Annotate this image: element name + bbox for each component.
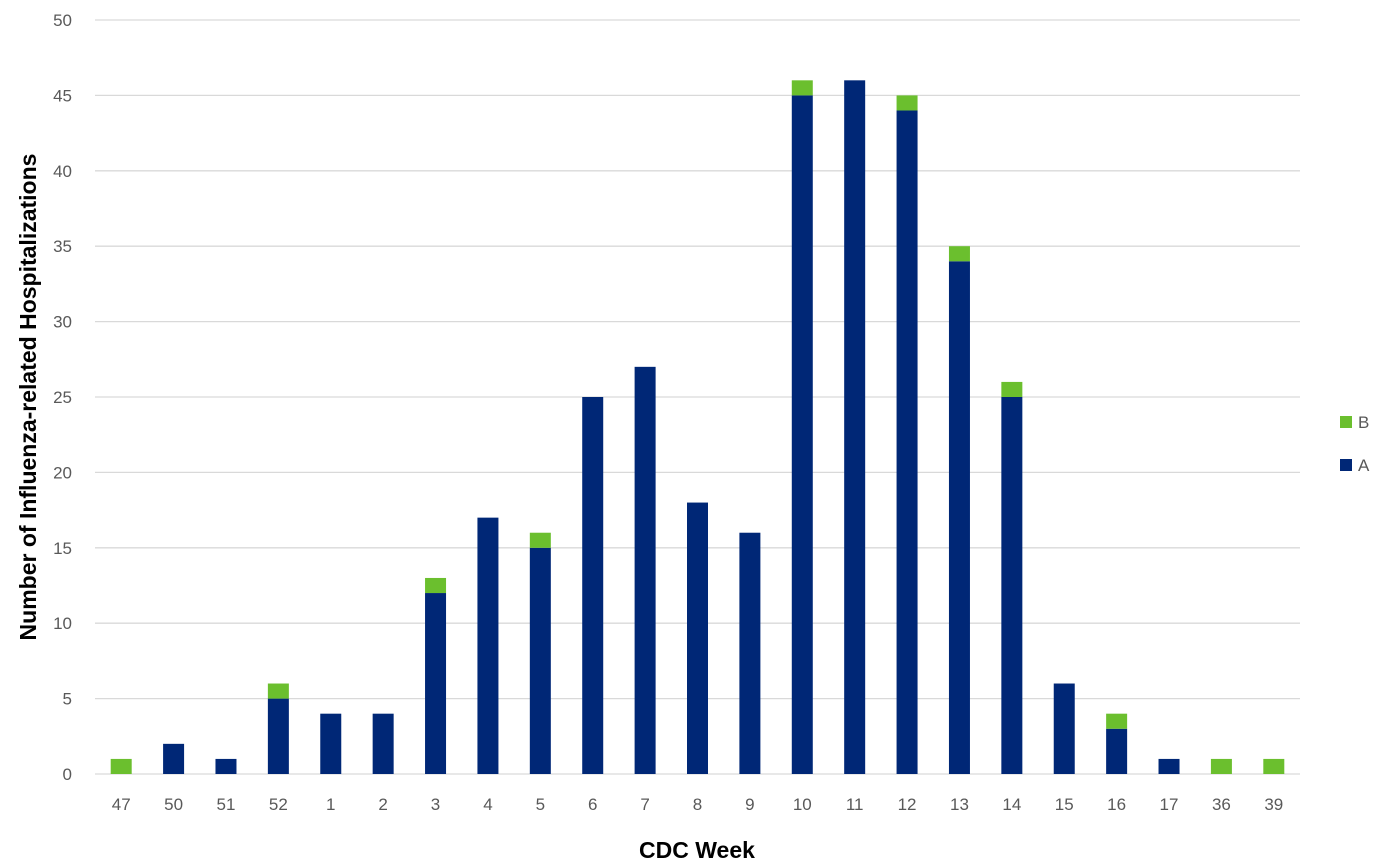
y-tick-label: 30 bbox=[53, 313, 72, 332]
y-tick-label: 35 bbox=[53, 237, 72, 256]
bar-b-3 bbox=[425, 577, 447, 594]
legend: BA bbox=[1340, 413, 1370, 475]
y-tick-label: 0 bbox=[63, 765, 72, 784]
bar-a-16 bbox=[1106, 728, 1128, 774]
x-tick-label: 5 bbox=[536, 795, 545, 814]
bar-b-10 bbox=[791, 80, 813, 96]
bar-a-12 bbox=[896, 110, 918, 775]
x-tick-label: 50 bbox=[164, 795, 183, 814]
y-tick-label: 5 bbox=[63, 690, 72, 709]
x-tick-label: 52 bbox=[269, 795, 288, 814]
x-tick-label: 3 bbox=[431, 795, 440, 814]
x-tick-label: 9 bbox=[745, 795, 754, 814]
y-tick-label: 20 bbox=[53, 463, 72, 482]
bar-b-36 bbox=[1210, 758, 1232, 774]
x-tick-label: 14 bbox=[1002, 795, 1021, 814]
bar-b-13 bbox=[948, 246, 970, 262]
y-tick-label: 25 bbox=[53, 388, 72, 407]
gridlines bbox=[95, 19, 1300, 775]
bar-a-4 bbox=[477, 517, 499, 774]
bar-b-39 bbox=[1263, 758, 1285, 774]
x-axis-title: CDC Week bbox=[639, 837, 755, 861]
bar-a-3 bbox=[425, 593, 447, 774]
x-tick-label: 16 bbox=[1107, 795, 1126, 814]
x-tick-label: 12 bbox=[898, 795, 917, 814]
bar-a-15 bbox=[1053, 683, 1075, 774]
bar-a-7 bbox=[634, 366, 656, 774]
x-tick-label: 1 bbox=[326, 795, 335, 814]
y-tick-label: 50 bbox=[53, 11, 72, 30]
x-tick-label: 51 bbox=[217, 795, 236, 814]
bar-b-16 bbox=[1106, 713, 1128, 729]
x-tick-label: 11 bbox=[846, 795, 864, 814]
legend-swatch-a bbox=[1340, 459, 1352, 471]
bar-a-52 bbox=[267, 698, 289, 774]
bar-a-5 bbox=[529, 547, 551, 774]
y-tick-label: 40 bbox=[53, 162, 72, 181]
bar-a-51 bbox=[215, 758, 237, 774]
x-tick-label: 36 bbox=[1212, 795, 1231, 814]
bars bbox=[110, 80, 1285, 775]
bar-a-6 bbox=[582, 397, 604, 774]
bar-a-10 bbox=[791, 95, 813, 774]
y-tick-label: 45 bbox=[53, 86, 72, 105]
x-tick-label: 10 bbox=[793, 795, 812, 814]
x-tick-label: 2 bbox=[378, 795, 387, 814]
x-axis-ticks: 47 50 51 52 1 2 3 4 5 6 7 8 9 10 11 12 13 14 15 16 17 36 39 bbox=[112, 795, 1284, 814]
bar-a-14 bbox=[1001, 397, 1023, 774]
legend-swatch-b bbox=[1340, 416, 1352, 428]
bar-a-11 bbox=[844, 80, 866, 774]
x-tick-label: 15 bbox=[1055, 795, 1074, 814]
bar-b-12 bbox=[896, 95, 918, 111]
x-tick-label: 17 bbox=[1160, 795, 1179, 814]
bar-b-47 bbox=[110, 758, 132, 774]
x-tick-label: 6 bbox=[588, 795, 597, 814]
bar-b-5 bbox=[529, 532, 551, 548]
bar-a-8 bbox=[687, 502, 708, 774]
bar-a-13 bbox=[948, 261, 970, 774]
y-tick-label: 15 bbox=[53, 539, 72, 558]
bar-b-14 bbox=[1001, 381, 1023, 397]
y-tick-label: 10 bbox=[53, 614, 72, 633]
bar-a-50 bbox=[163, 743, 185, 774]
bar-b-52 bbox=[267, 683, 289, 699]
x-tick-label: 47 bbox=[112, 795, 131, 814]
legend-label-a: A bbox=[1358, 456, 1370, 475]
legend-label-b: B bbox=[1358, 413, 1369, 432]
x-tick-label: 39 bbox=[1264, 795, 1283, 814]
y-axis-title: Number of Influenza-related Hospitalizat… bbox=[15, 154, 41, 641]
x-tick-label: 4 bbox=[483, 795, 492, 814]
x-tick-label: 13 bbox=[950, 795, 969, 814]
bar-a-2 bbox=[372, 713, 394, 774]
bar-a-17 bbox=[1158, 758, 1180, 774]
x-tick-label: 8 bbox=[693, 795, 702, 814]
bar-a-1 bbox=[320, 713, 342, 774]
y-axis-ticks: 0 5 10 15 20 25 30 35 40 45 50 bbox=[53, 11, 72, 784]
x-tick-label: 7 bbox=[640, 795, 649, 814]
bar-a-9 bbox=[739, 532, 761, 774]
